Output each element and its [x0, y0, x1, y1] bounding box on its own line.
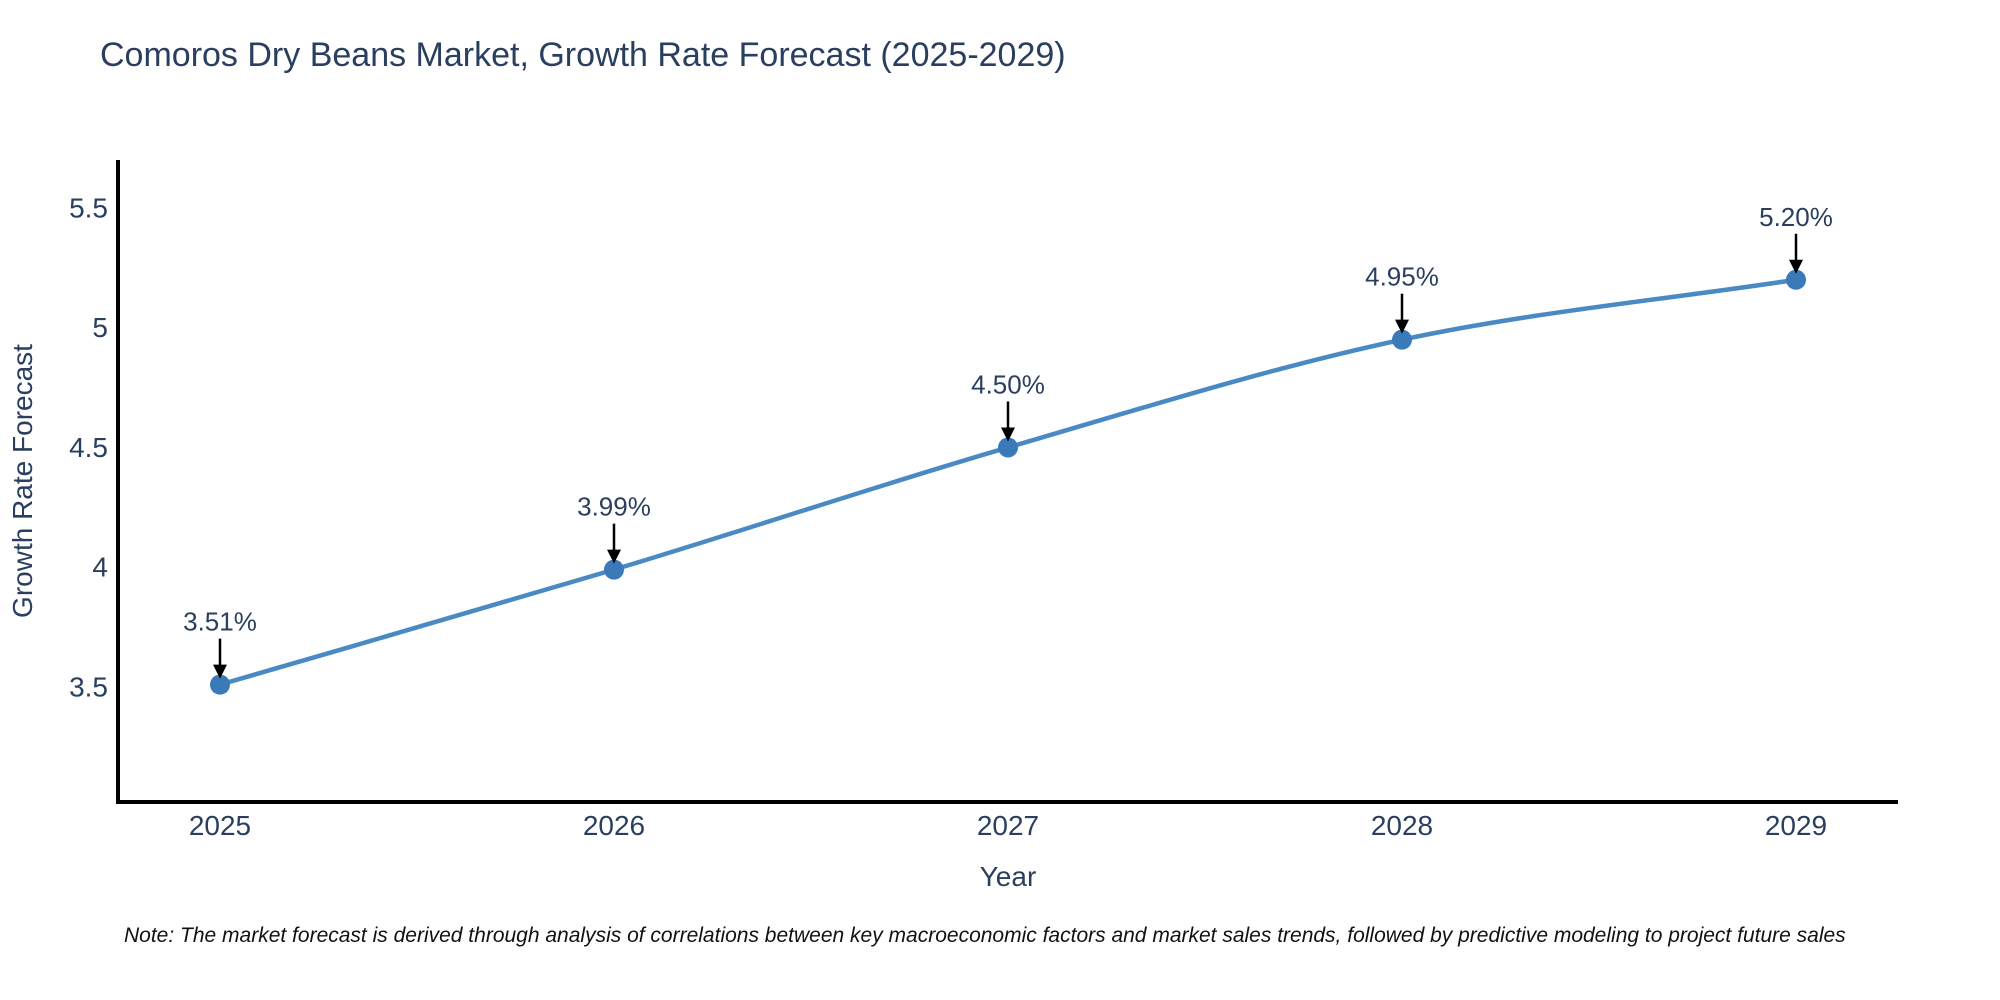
- chart-title: Comoros Dry Beans Market, Growth Rate Fo…: [100, 36, 1066, 74]
- data-point-marker[interactable]: [604, 559, 624, 580]
- x-tick-label: 2026: [583, 810, 645, 841]
- y-tick-label: 4.5: [69, 432, 108, 463]
- data-point-label: 3.99%: [577, 492, 651, 522]
- x-tick-label: 2027: [977, 810, 1039, 841]
- y-tick-label: 5: [92, 312, 108, 343]
- data-point-marker[interactable]: [998, 437, 1018, 458]
- annotation-arrowhead: [213, 664, 227, 679]
- y-axis-title: Growth Rate Forecast: [7, 344, 38, 618]
- data-point-marker[interactable]: [1786, 269, 1806, 290]
- y-tick-label: 5.5: [69, 192, 108, 223]
- axis-spines: [116, 160, 1898, 804]
- y-tick-label: 4: [92, 552, 108, 583]
- data-point-marker[interactable]: [1392, 329, 1412, 350]
- annotation-arrowhead: [1789, 259, 1803, 274]
- x-tick-label: 2029: [1765, 810, 1827, 841]
- forecast-line: [217, 277, 1799, 687]
- x-tick-label: 2025: [189, 810, 251, 841]
- y-tick-label: 3.5: [69, 672, 108, 703]
- data-point-marker[interactable]: [210, 674, 230, 695]
- data-point-label: 4.50%: [971, 369, 1045, 399]
- data-point-label: 4.95%: [1365, 262, 1439, 292]
- data-point-label: 3.51%: [183, 607, 257, 637]
- footnote: Note: The market forecast is derived thr…: [124, 924, 1846, 947]
- data-point-label: 5.20%: [1759, 202, 1833, 232]
- annotation-arrowhead: [607, 549, 621, 564]
- x-axis-title: Year: [980, 861, 1037, 892]
- x-tick-label: 2028: [1371, 810, 1433, 841]
- annotation-arrowhead: [1001, 427, 1015, 442]
- annotation-arrowhead: [1395, 319, 1409, 334]
